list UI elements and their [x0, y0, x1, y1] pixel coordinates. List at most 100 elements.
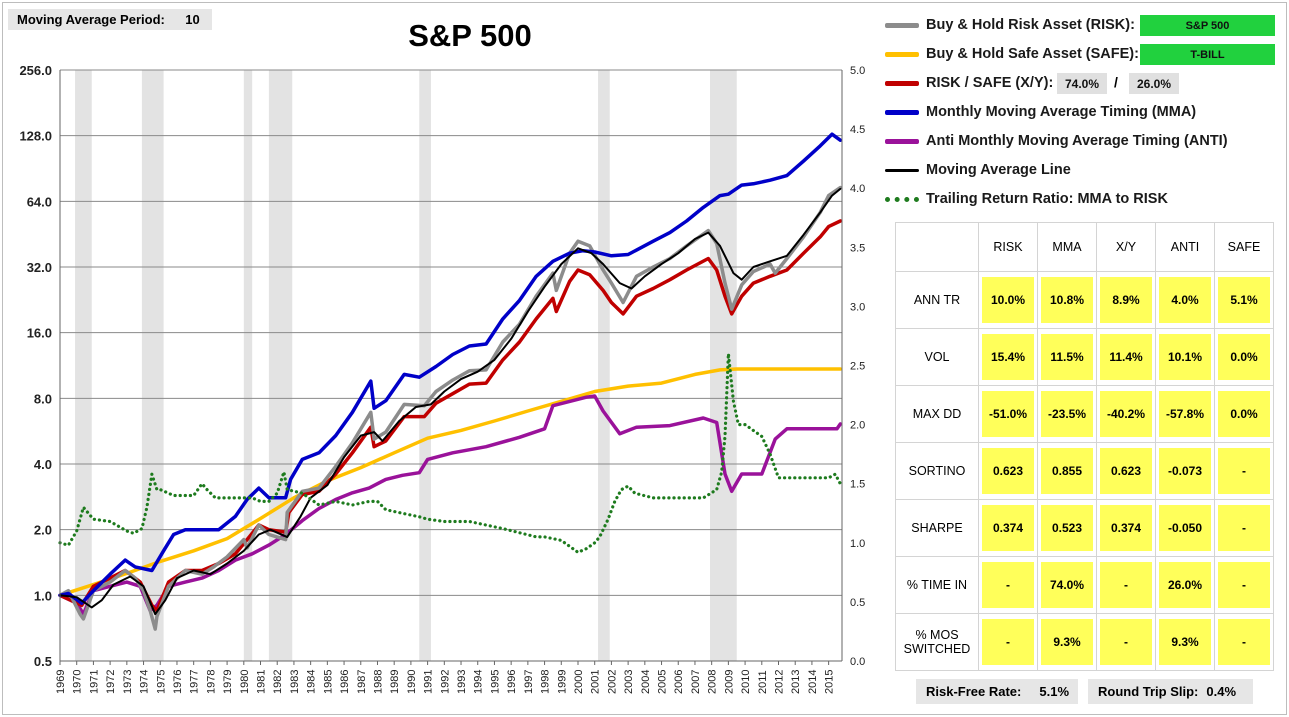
x-tick-label: 2006 [673, 670, 685, 694]
stats-cell: - [1218, 505, 1270, 551]
x-tick-label: 2015 [824, 670, 836, 694]
legend-ratio: Trailing Return Ratio: MMA to RISK [885, 188, 1168, 210]
ma-period-value[interactable]: 10 [185, 12, 200, 27]
x-tick-label: 2000 [573, 670, 585, 694]
recession-band [598, 70, 610, 661]
x-weight-input[interactable]: 74.0% [1057, 73, 1107, 94]
y-tick-label: 4.0 [34, 457, 52, 472]
stats-cell: 0.0% [1218, 334, 1270, 380]
stats-cell-wrap: 74.0% [1037, 556, 1097, 614]
recession-band [75, 70, 92, 661]
series-line [58, 132, 843, 605]
y2-tick-label: 3.5 [850, 242, 865, 254]
safe-asset-select[interactable]: T-BILL [1140, 44, 1275, 65]
stats-row-label: MAX DD [895, 385, 979, 443]
y2-tick-label: 4.0 [850, 183, 865, 195]
legend-safe-swatch [885, 51, 919, 57]
stats-cell: - [982, 562, 1034, 608]
stats-cell-wrap: 10.0% [978, 271, 1038, 329]
series-line [58, 352, 842, 554]
stats-cell-wrap: -57.8% [1155, 385, 1215, 443]
x-tick-label: 2001 [590, 670, 602, 694]
x-tick-label: 1988 [372, 670, 384, 694]
legend-xy-label: RISK / SAFE (X/Y): [926, 75, 1054, 91]
stats-cell: -0.073 [1159, 448, 1211, 494]
x-tick-label: 1993 [456, 670, 468, 694]
recession-band [709, 70, 737, 661]
x-tick-label: 1972 [105, 670, 117, 694]
legend-xy: RISK / SAFE (X/Y): [885, 72, 1053, 94]
y2-tick-label: 2.0 [850, 420, 865, 432]
stats-row-label: % MOS SWITCHED [895, 613, 979, 671]
series-lines [58, 132, 843, 631]
stats-cell-wrap: 10.1% [1155, 328, 1215, 386]
stats-cell: 11.5% [1041, 334, 1093, 380]
stats-cell: 9.3% [1159, 619, 1211, 665]
x-tick-label: 1984 [306, 670, 318, 694]
stats-cell-wrap: -40.2% [1096, 385, 1156, 443]
y-weight-input[interactable]: 26.0% [1129, 73, 1179, 94]
ma-period-label: Moving Average Period: [17, 12, 165, 27]
x-tick-label: 1999 [556, 670, 568, 694]
stats-cell-wrap: 0.374 [1096, 499, 1156, 557]
stats-cell-wrap: 26.0% [1155, 556, 1215, 614]
x-tick-label: 2012 [774, 670, 786, 694]
stats-row-label: SORTINO [895, 442, 979, 500]
x-tick-label: 1977 [189, 670, 201, 694]
stats-cell-wrap: - [1214, 556, 1274, 614]
xy-slash: / [1114, 74, 1118, 90]
stats-cell-wrap: - [1096, 613, 1156, 671]
chart-plot: 256.0 128.0 64.0 32.0 16.0 8.0 4.0 2.0 1.0 0.5 5.0… [19, 63, 865, 694]
series-line [58, 367, 843, 598]
stats-cell-wrap: 0.623 [1096, 442, 1156, 500]
recession-band [141, 70, 164, 661]
slip-value[interactable]: 0.4% [1206, 684, 1237, 699]
stats-cell: -0.050 [1159, 505, 1211, 551]
x-tick-label: 1969 [55, 670, 67, 694]
stats-col-xy: X/Y [1096, 222, 1156, 272]
x-tick-label: 1994 [473, 670, 485, 694]
recession-band [419, 70, 431, 661]
recession-band [243, 70, 253, 661]
stats-cell: 11.4% [1100, 334, 1152, 380]
legend-risk-swatch [885, 22, 919, 28]
x-tick-label: 1992 [439, 670, 451, 694]
stats-cell: 0.374 [982, 505, 1034, 551]
x-tick-label: 1982 [272, 670, 284, 694]
x-tick-label: 1998 [540, 670, 552, 694]
y2-tick-label: 0.5 [850, 597, 865, 609]
stats-cell: 10.8% [1041, 277, 1093, 323]
x-tick-label: 2005 [657, 670, 669, 694]
recession-shading [75, 70, 737, 661]
round-trip-slip[interactable]: Round Trip Slip: 0.4% [1088, 679, 1253, 704]
stats-header-row: RISK MMA X/Y ANTI SAFE [895, 222, 1274, 272]
x-tick-label: 1975 [155, 670, 167, 694]
x-tick-label: 1983 [289, 670, 301, 694]
y-tick-label: 8.0 [34, 391, 52, 406]
stats-cell-wrap: 0.374 [978, 499, 1038, 557]
stats-cell-wrap: 10.8% [1037, 271, 1097, 329]
stats-cell: - [1218, 619, 1270, 665]
stats-cell: 8.9% [1100, 277, 1152, 323]
stats-row: SHARPE 0.374 0.523 0.374 -0.050- [895, 499, 1274, 557]
chart-title: S&P 500 [408, 18, 532, 53]
y2-tick-label: 5.0 [850, 65, 865, 77]
stats-cell: 26.0% [1159, 562, 1211, 608]
x-tick-label: 1997 [523, 670, 535, 694]
legend-xy-swatch [885, 80, 919, 86]
ma-period-control[interactable]: Moving Average Period: 10 [8, 9, 212, 30]
risk-asset-select[interactable]: S&P 500 [1140, 15, 1275, 36]
x-tick-label: 1978 [205, 670, 217, 694]
stats-cell-wrap: 8.9% [1096, 271, 1156, 329]
stats-row-label: ANN TR [895, 271, 979, 329]
stats-cell-wrap: 15.4% [978, 328, 1038, 386]
y2-tick-label: 3.0 [850, 301, 865, 313]
stats-cell: - [1100, 619, 1152, 665]
stats-row: % MOS SWITCHED -9.3% -9.3% - [895, 613, 1274, 671]
stats-table: RISK MMA X/Y ANTI SAFE ANN TR 10.0% 10.8% 8… [895, 222, 1274, 671]
stats-row-label: VOL [895, 328, 979, 386]
risk-free-rate[interactable]: Risk-Free Rate: 5.1% [916, 679, 1078, 704]
x-tick-label: 1990 [406, 670, 418, 694]
legend-anti: Anti Monthly Moving Average Timing (ANTI… [885, 130, 1228, 152]
risk-free-value[interactable]: 5.1% [1039, 684, 1070, 699]
